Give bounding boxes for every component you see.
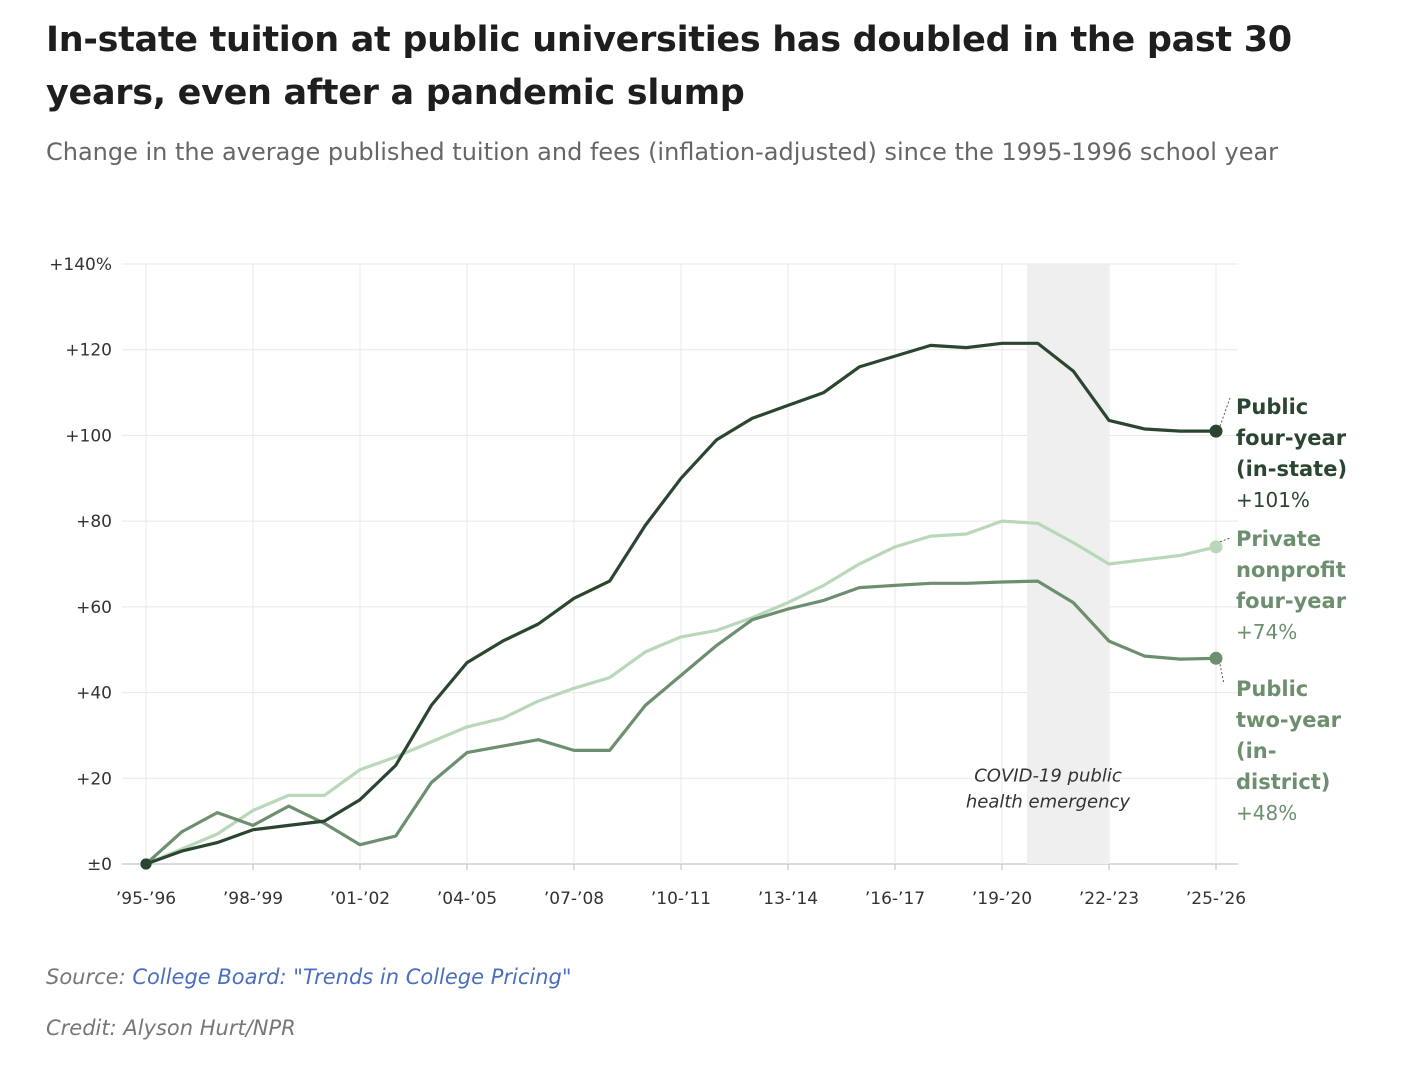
source-link[interactable]: College Board: "Trends in College Pricin… — [132, 965, 572, 989]
x-tick-label: ’10-’11 — [651, 889, 711, 909]
series-label-1: Private — [1236, 527, 1321, 551]
series-endpoint-0 — [1209, 424, 1223, 438]
series-endpoint-1 — [1209, 540, 1223, 554]
series-label-2: district) — [1236, 770, 1330, 794]
series-line-2 — [144, 579, 1218, 866]
series-leader-1 — [1219, 537, 1231, 543]
y-tick-label: +20 — [76, 769, 112, 789]
series-end-value-2: +48% — [1236, 801, 1297, 825]
y-tick-label: +40 — [76, 684, 112, 704]
series-label-1: four-year — [1236, 589, 1347, 613]
series-label-1: nonprofit — [1236, 558, 1346, 582]
series-line-0 — [144, 341, 1218, 866]
series-end-value-1: +74% — [1236, 620, 1297, 644]
series-label-0: (in-state) — [1236, 457, 1347, 481]
y-tick-label: +60 — [76, 598, 112, 618]
x-tick-label: ’01-’02 — [330, 889, 390, 909]
chart-subtitle: Change in the average published tuition … — [46, 138, 1279, 166]
series-label-2: two-year — [1236, 708, 1342, 732]
x-tick-label: ’25-’26 — [1186, 889, 1246, 909]
series-label-2: (in- — [1236, 739, 1276, 763]
x-tick-label: ’95-’96 — [116, 889, 176, 909]
line-chart: ±0 +20 +40 +60 +80 +100 +120 +140% ’95-’96 ’98-’… — [49, 255, 1347, 909]
y-tick-label: +100 — [65, 426, 112, 446]
y-tick-label: ±0 — [87, 855, 112, 875]
x-tick-label: ’16-’17 — [865, 889, 925, 909]
series-line-1 — [144, 519, 1218, 866]
x-tick-label: ’19-’20 — [972, 889, 1032, 909]
series-leader-2 — [1219, 664, 1225, 685]
series-label-0: four-year — [1236, 426, 1347, 450]
source-note: Source: College Board: "Trends in Colleg… — [46, 965, 572, 989]
series-label-2: Public — [1236, 677, 1308, 701]
credit-note: Credit: Alyson Hurt/NPR — [46, 1016, 296, 1040]
x-tick-label: ’13-’14 — [758, 889, 818, 909]
y-tick-label: +140% — [49, 255, 112, 275]
covid-annotation-line1: COVID-19 public — [974, 765, 1122, 786]
series-leader-0 — [1219, 397, 1231, 427]
chart-title: In-state tuition at public universities … — [46, 20, 1292, 113]
x-tick-label: ’22-’23 — [1079, 889, 1139, 909]
x-tick-label: ’04-’05 — [437, 889, 497, 909]
covid-shaded-region — [1026, 264, 1109, 864]
x-tick-label: ’07-’08 — [544, 889, 604, 909]
x-tick-label: ’98-’99 — [223, 889, 283, 909]
series-startpoint-2 — [140, 858, 152, 870]
source-prefix: Source: — [46, 965, 126, 989]
series-label-0: Public — [1236, 395, 1308, 419]
y-tick-label: +120 — [65, 341, 112, 361]
y-tick-label: +80 — [76, 512, 112, 532]
series-endpoint-2 — [1209, 651, 1223, 665]
series-end-value-0: +101% — [1236, 488, 1310, 512]
covid-annotation-line2: health emergency — [966, 791, 1131, 812]
